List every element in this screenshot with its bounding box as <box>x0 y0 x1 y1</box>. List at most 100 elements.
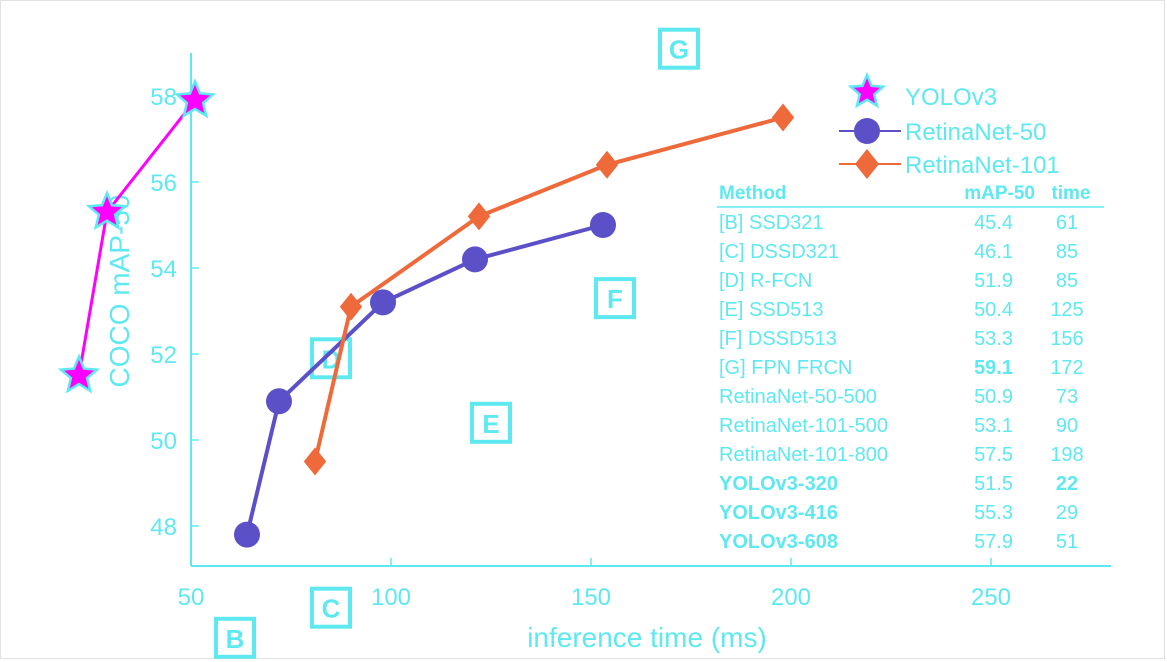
boxed-point-box <box>310 337 352 380</box>
series-line-retinanet-50 <box>245 223 604 536</box>
table-cell-map: 59.1 <box>974 357 1013 379</box>
table-cell-method: [C] DSSD321 <box>719 241 839 263</box>
table-cell-method: RetinaNet-50-500 <box>719 386 877 408</box>
boxed-point-b: B <box>214 616 256 659</box>
y-tick-label: 56 <box>150 170 177 197</box>
boxed-point-f: F <box>594 277 636 320</box>
data-point-yolov3 <box>173 78 217 119</box>
table-row: YOLOv3-320 51.5 22 <box>719 473 1078 495</box>
table-cell-method: YOLOv3-608 <box>719 531 838 553</box>
table-cell-map: 51.9 <box>974 270 1013 292</box>
x-tick-label: 200 <box>771 584 811 611</box>
table-row: [C] DSSD321 46.1 85 <box>719 241 1078 263</box>
table-cell-method: [D] R-FCN <box>719 270 812 292</box>
boxed-point-d: D <box>310 337 352 380</box>
y-axis-title: COCO mAP-50 <box>104 195 135 388</box>
table-cell-method: YOLOv3-416 <box>719 502 838 524</box>
boxed-point-box <box>214 616 256 659</box>
legend-label-yolov3: YOLOv3 <box>905 84 997 111</box>
table-cell-map: 45.4 <box>974 212 1013 234</box>
data-point-retinanet-101 <box>771 103 795 132</box>
table-cell-map: 57.9 <box>974 531 1013 553</box>
table-row: RetinaNet-50-500 50.9 73 <box>719 386 1078 408</box>
table-row: [D] R-FCN 51.9 85 <box>719 270 1078 292</box>
table-row: RetinaNet-101-500 53.1 90 <box>719 415 1078 437</box>
boxed-point-box <box>310 586 352 629</box>
table-cell-method: RetinaNet-101-800 <box>719 444 888 466</box>
data-point-retinanet-50 <box>590 212 616 238</box>
series-retinanet-101 <box>303 103 795 476</box>
table-cell-map: 53.1 <box>974 415 1013 437</box>
table-cell-map: 53.3 <box>974 328 1013 350</box>
legend-marker-retinanet-50 <box>854 118 880 144</box>
table-cell-method: YOLOv3-320 <box>719 473 838 495</box>
boxed-point-label: C <box>322 594 341 624</box>
table-cell-time: 90 <box>1056 415 1078 437</box>
table-cell-time: 61 <box>1056 212 1078 234</box>
data-point-retinanet-101 <box>595 150 619 179</box>
table-cell-time: 172 <box>1050 357 1083 379</box>
table-cell-method: [B] SSD321 <box>719 212 824 234</box>
y-tick-label: 58 <box>150 84 177 111</box>
table-cell-map: 46.1 <box>974 241 1013 263</box>
data-point-retinanet-101 <box>339 292 363 321</box>
data-point-retinanet-50 <box>462 246 488 273</box>
data-point-retinanet-101 <box>467 202 491 231</box>
table-cell-time: 29 <box>1056 502 1078 524</box>
data-point-retinanet-50 <box>266 388 292 415</box>
series-line-yolov3 <box>77 99 197 376</box>
table-cell-map: 50.9 <box>974 386 1013 408</box>
data-point-retinanet-50 <box>234 521 260 548</box>
data-point-retinanet-50 <box>370 289 396 316</box>
table-cell-method: [F] DSSD513 <box>719 328 837 350</box>
y-tick-label: 48 <box>150 514 177 541</box>
table-cell-time: 125 <box>1050 299 1083 321</box>
data-point-retinanet-101 <box>303 447 327 476</box>
x-tick-label: 150 <box>571 584 611 611</box>
table-header-0: Method <box>719 183 787 204</box>
x-axis-title: inference time (ms) <box>527 622 767 653</box>
y-tick-label: 52 <box>150 342 177 369</box>
table-cell-map: 50.4 <box>974 299 1013 321</box>
table-cell-time: 73 <box>1056 386 1078 408</box>
table-row: YOLOv3-416 55.3 29 <box>719 502 1078 524</box>
table-header-1: mAP-50 <box>964 183 1035 204</box>
boxed-point-g: G <box>658 27 700 70</box>
boxed-point-label: B <box>226 624 245 654</box>
table-cell-time: 85 <box>1056 241 1078 263</box>
boxed-point-label: G <box>669 35 689 65</box>
table-cell-method: [G] FPN FRCN <box>719 357 852 379</box>
legend-marker-yolov3 <box>847 71 887 109</box>
y-tick-label: 50 <box>150 428 177 455</box>
table-row: [E] SSD513 50.4 125 <box>719 299 1084 321</box>
table-header-2: time <box>1051 183 1090 204</box>
x-tick-label: 250 <box>971 584 1011 611</box>
series-yolov3 <box>57 78 217 394</box>
boxed-point-box <box>594 277 636 320</box>
table-cell-map: 51.5 <box>974 473 1013 495</box>
table-cell-map: 55.3 <box>974 502 1013 524</box>
table-cell-time: 85 <box>1056 270 1078 292</box>
table-cell-method: RetinaNet-101-500 <box>719 415 888 437</box>
series-retinanet-50 <box>234 212 616 548</box>
table-row: [B] SSD321 45.4 61 <box>719 212 1078 234</box>
table-row: RetinaNet-101-800 57.5 198 <box>719 444 1084 466</box>
table-cell-map: 57.5 <box>974 444 1013 466</box>
x-tick-label: 100 <box>371 584 411 611</box>
legend-marker-retinanet-101 <box>855 149 879 179</box>
boxed-point-label: E <box>482 409 499 439</box>
table-row: [F] DSSD513 53.3 156 <box>719 328 1084 350</box>
data-point-yolov3 <box>85 189 129 231</box>
boxed-point-e: E <box>470 401 512 444</box>
table-cell-time: 22 <box>1056 473 1078 495</box>
x-tick-label: 50 <box>178 584 205 611</box>
boxed-point-c: C <box>310 586 352 629</box>
table-cell-method: [E] SSD513 <box>719 299 824 321</box>
table-cell-time: 198 <box>1050 444 1083 466</box>
legend-label-retinanet-101: RetinaNet-101 <box>905 152 1060 179</box>
table-row: [G] FPN FRCN 59.1 172 <box>719 357 1084 379</box>
table-cell-time: 156 <box>1050 328 1083 350</box>
boxed-point-label: F <box>607 284 623 314</box>
